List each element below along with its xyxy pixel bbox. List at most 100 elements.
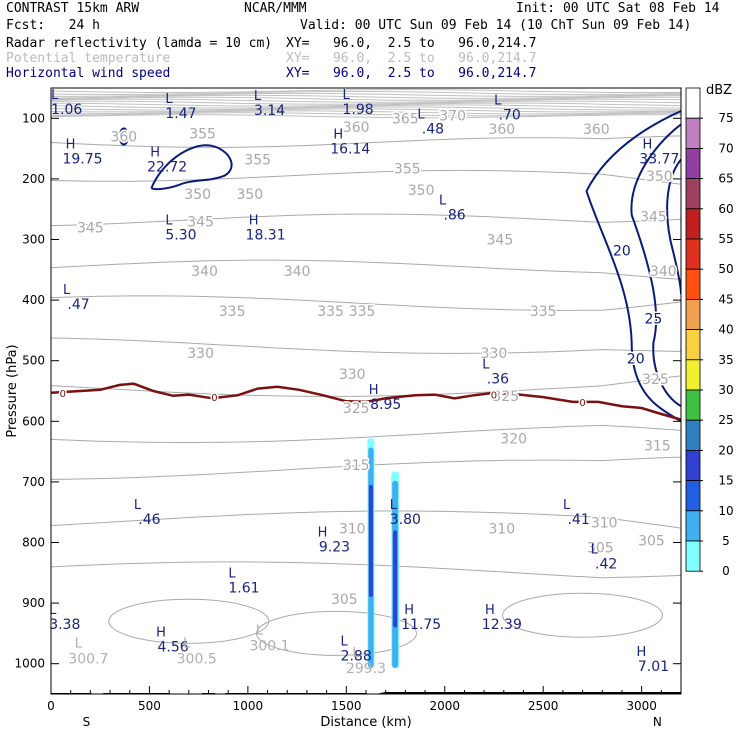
colorbar-tick-label: 35 — [718, 353, 733, 367]
theta-contour — [51, 135, 681, 148]
colorbar-swatch — [685, 359, 701, 391]
theta-contour-upper — [51, 114, 681, 119]
x-tick-label: 1000 — [233, 699, 264, 713]
colorbar-title: dBZ — [706, 83, 732, 98]
wind-extremum-kind: H — [66, 138, 76, 153]
colorbar-tick-label: 65 — [718, 172, 733, 186]
x-axis-title: Distance (km) — [320, 715, 411, 730]
colorbar-swatch — [685, 419, 701, 451]
theta-extremum-kind: L — [183, 636, 191, 651]
theta-label: 335 — [530, 304, 557, 320]
theta-label: 305 — [331, 592, 358, 608]
wind-extremum-kind: L — [165, 213, 173, 228]
wind-extremum-value: .46 — [138, 512, 160, 528]
wind-extremum-value: 1.06 — [51, 102, 82, 118]
freezing-level-label: 0 — [579, 398, 585, 409]
wind-extremum-value: 1.47 — [165, 106, 196, 122]
colorbar-swatch — [685, 87, 701, 119]
theta-contour-upper — [51, 96, 681, 101]
plot-layers — [51, 88, 681, 694]
theta-label: 325 — [642, 372, 669, 388]
colorbar-swatch — [685, 510, 701, 542]
y-tick-label: 500 — [22, 354, 45, 368]
theta-contour — [51, 510, 681, 529]
colorbar-swatch — [685, 208, 701, 240]
theta-label: 355 — [394, 162, 421, 178]
theta-label: 315 — [644, 439, 671, 455]
wind-speed-label: 20 — [627, 351, 645, 367]
wind-extremum-value: 11.75 — [401, 617, 441, 633]
wind-contour-20 — [585, 110, 681, 423]
freezing-level-label: 0 — [211, 393, 217, 404]
wind-contour-small — [118, 127, 129, 146]
wind-extremum-kind: H — [318, 526, 328, 541]
colorbar-tick-label: 55 — [718, 232, 733, 246]
theta-label: 355 — [244, 153, 271, 169]
wind-extremum-kind: L — [228, 567, 236, 582]
theta-label: 335 — [317, 304, 344, 320]
wind-extremum-value: 1.61 — [228, 581, 259, 597]
theta-label: 335 — [219, 304, 246, 320]
wind-extremum-kind: L — [341, 635, 349, 650]
theta-label: 305 — [638, 534, 665, 550]
theta-contour — [51, 295, 681, 311]
theta-label: 310 — [339, 522, 366, 538]
colorbar-tick-label: 0 — [722, 564, 730, 578]
colorbar-tick-label: 30 — [718, 383, 733, 397]
org-label: NCAR/MMM — [244, 1, 307, 16]
theta-label: 360 — [583, 122, 610, 138]
wind-extremum-kind: H — [637, 645, 647, 660]
theta-extremum-value: 300.7 — [68, 651, 108, 667]
wind-extremum-kind: L — [563, 498, 571, 513]
field-xy-wind: XY= 96.0, 2.5 to 96.0,214.7 — [286, 66, 537, 81]
theta-contour-upper — [51, 112, 681, 117]
wind-extremum-value: 9.23 — [319, 540, 350, 556]
wind-extremum-kind: H — [249, 213, 259, 228]
wind-extremum-value: 2.88 — [341, 649, 372, 665]
wind-extremum-kind: H — [150, 146, 160, 161]
freezing-level-label: 0 — [491, 391, 497, 402]
theta-extremum-kind: L — [352, 646, 360, 661]
theta-contour — [51, 456, 681, 480]
colorbar-swatch — [685, 298, 701, 330]
wind-extremum-value: 3.80 — [390, 512, 421, 528]
wind-extremum-value: .70 — [499, 107, 521, 123]
theta-contour — [51, 337, 681, 354]
colorbar-tick-label: 70 — [718, 141, 733, 155]
colorbar-swatch — [685, 178, 701, 210]
wind-extremum-value: 18.31 — [246, 227, 286, 243]
wind-extremum-value: 3.38 — [49, 617, 80, 633]
theta-contour — [51, 424, 681, 443]
wind-extremum-value: 5.30 — [165, 227, 196, 243]
theta-label: 350 — [646, 169, 673, 185]
theta-contour-upper — [51, 92, 681, 97]
theta-contour-upper — [51, 106, 681, 111]
theta-contour-boundary — [502, 592, 664, 638]
theta-label: 340 — [284, 264, 311, 280]
y-tick-label: 200 — [22, 172, 45, 186]
wind-speed-label: 25 — [645, 311, 663, 327]
theta-label: 325 — [492, 389, 519, 405]
wind-extremum-kind: L — [482, 358, 490, 373]
colorbar-swatch — [685, 389, 701, 421]
theta-label: 350 — [236, 187, 263, 203]
wind-extremum-kind: H — [404, 603, 414, 618]
wind-contour-30 — [666, 158, 681, 295]
wind-extremum-kind: L — [417, 107, 425, 122]
theta-label: 345 — [187, 214, 214, 230]
wind-extremum-value: 8.95 — [370, 397, 401, 413]
wind-extremum-kind: L — [494, 93, 502, 108]
wind-extremum-kind: H — [156, 625, 166, 640]
wind-extremum-value: .47 — [67, 297, 89, 313]
wind-extremum-value: 22.72 — [147, 160, 187, 176]
wind-extremum-kind: L — [49, 603, 57, 618]
wind-extremum-kind: L — [51, 88, 59, 103]
colorbar-tick-label: 45 — [718, 292, 733, 306]
theta-label: 305 — [587, 540, 614, 556]
colorbar-tick-label: 10 — [718, 504, 733, 518]
theta-label: 340 — [191, 264, 218, 280]
y-tick-label: 600 — [22, 414, 45, 428]
theta-contour — [51, 561, 681, 579]
theta-contour — [51, 375, 681, 397]
